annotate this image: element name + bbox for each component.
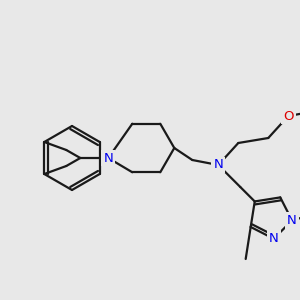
- Text: N: N: [287, 214, 297, 227]
- Text: N: N: [213, 158, 223, 172]
- Text: N: N: [103, 152, 113, 164]
- Text: N: N: [269, 232, 279, 245]
- Text: O: O: [283, 110, 293, 122]
